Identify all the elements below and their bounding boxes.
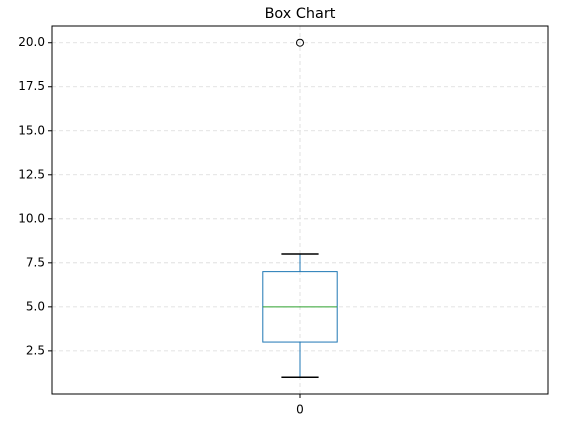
y-tick-label: 10.0 — [18, 211, 45, 225]
y-tick-label: 5.0 — [26, 299, 45, 313]
y-tick-label: 20.0 — [18, 35, 45, 49]
plot-area: 2.5 5.0 7.5 10.0 12.5 15.0 17.5 20.0 0 — [18, 26, 548, 417]
x-tick-label: 0 — [296, 403, 304, 417]
flier — [296, 38, 304, 47]
y-tick-label: 2.5 — [26, 343, 45, 357]
y-tick-label: 7.5 — [26, 255, 45, 269]
axes-frame — [51, 25, 549, 395]
chart-title: Box Chart — [265, 6, 336, 22]
y-tick-label: 15.0 — [18, 123, 45, 137]
y-tick-label: 12.5 — [18, 167, 45, 181]
y-tick-label: 17.5 — [18, 79, 45, 93]
